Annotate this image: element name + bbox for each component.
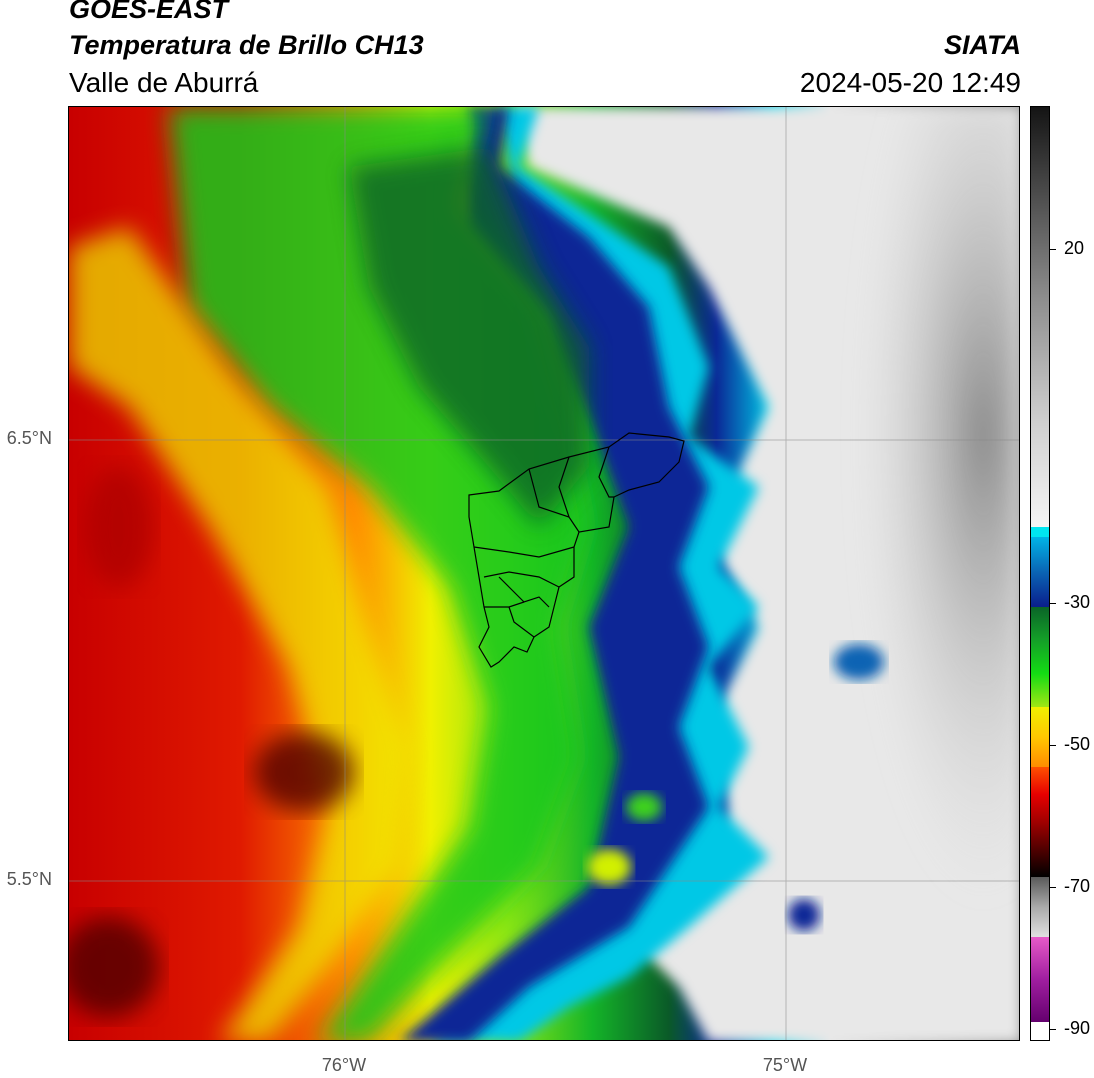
datetime-label: 2024-05-20 12:49 <box>799 67 1021 98</box>
colorbar-purple-segment <box>1031 937 1049 1022</box>
colorbar-label-minus50: -50 <box>1064 734 1091 754</box>
colorbar-blue-segment <box>1031 537 1049 607</box>
colorbar-label-minus70: -70 <box>1064 876 1091 896</box>
colorbar-red-segment <box>1031 767 1049 877</box>
isolated-cloud <box>834 644 884 680</box>
isolated-cloud-small <box>788 899 820 931</box>
satellite-title: GOES-EAST <box>69 0 229 24</box>
brightness-temperature-map[interactable] <box>68 106 1020 1041</box>
product-title: Temperatura de Brillo CH13 <box>69 30 424 60</box>
colorbar-tick <box>1050 1029 1056 1030</box>
agency-label: SIATA <box>944 30 1021 60</box>
lat-label-6-5: 6.5°N <box>6 428 52 448</box>
colorbar-tick <box>1050 249 1056 250</box>
colorbar-label-minus30: -30 <box>1064 592 1091 612</box>
green-cell <box>626 793 662 821</box>
colorbar-label-minus90: -90 <box>1064 1018 1091 1038</box>
dark-red-cell-sw <box>69 917 159 1017</box>
yellow-band <box>69 227 409 1040</box>
map-gridlines <box>69 107 1019 1040</box>
region-label: Valle de Aburrá <box>69 67 259 98</box>
colorbar <box>1030 106 1050 1041</box>
colorbar-lower-gray-segment <box>1031 877 1049 937</box>
gray-shading <box>769 107 1019 1040</box>
map-canvas <box>69 107 1019 1040</box>
colorbar-tick <box>1050 887 1056 888</box>
colorbar-green-segment <box>1031 607 1049 707</box>
colorbar-label-20: 20 <box>1064 238 1085 258</box>
colorbar-white-segment <box>1031 1022 1049 1040</box>
red-cell-west <box>84 467 154 587</box>
municipal-boundaries <box>468 432 685 668</box>
colorbar-gray-segment <box>1031 107 1049 527</box>
dark-red-cell <box>254 732 354 812</box>
lat-label-5-5: 5.5°N <box>6 869 52 889</box>
dark-green-core <box>349 147 589 527</box>
colorbar-tick <box>1050 745 1056 746</box>
colorbar-yellow-segment <box>1031 707 1049 767</box>
bright-cell <box>587 849 631 885</box>
colorbar-tick <box>1050 603 1056 604</box>
colorbar-cyan-segment <box>1031 527 1049 537</box>
lon-label-76: 76°W <box>321 1055 367 1075</box>
lon-label-75: 75°W <box>762 1055 808 1075</box>
